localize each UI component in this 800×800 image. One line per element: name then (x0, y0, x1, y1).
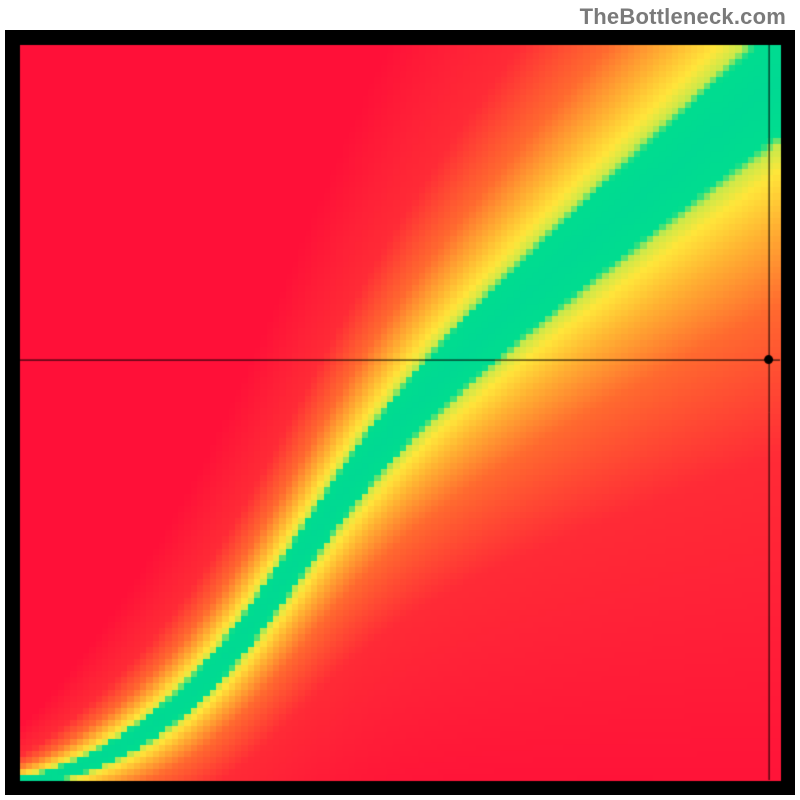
heatmap-canvas (5, 30, 795, 795)
watermark-text: TheBottleneck.com (580, 4, 786, 30)
plot-frame (5, 30, 795, 795)
chart-container: TheBottleneck.com (0, 0, 800, 800)
